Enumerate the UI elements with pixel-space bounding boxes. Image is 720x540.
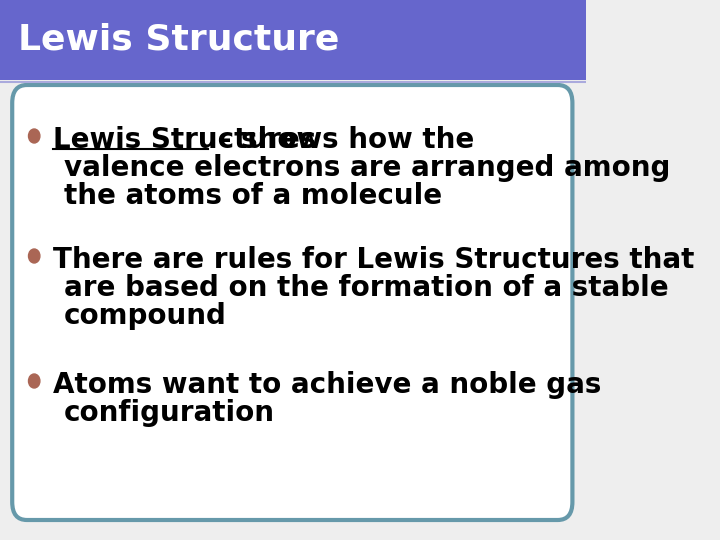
Circle shape	[29, 249, 40, 263]
FancyBboxPatch shape	[12, 85, 572, 520]
Text: – shows how the: – shows how the	[208, 126, 474, 154]
Text: compound: compound	[63, 302, 226, 330]
Text: the atoms of a molecule: the atoms of a molecule	[63, 182, 441, 210]
Text: There are rules for Lewis Structures that: There are rules for Lewis Structures tha…	[53, 246, 694, 274]
Text: Lewis Structures: Lewis Structures	[53, 126, 316, 154]
FancyBboxPatch shape	[0, 0, 586, 80]
Text: configuration: configuration	[63, 399, 274, 427]
Text: Lewis Structure: Lewis Structure	[18, 23, 339, 57]
Circle shape	[29, 374, 40, 388]
Circle shape	[29, 129, 40, 143]
Text: are based on the formation of a stable: are based on the formation of a stable	[63, 274, 668, 302]
Text: Atoms want to achieve a noble gas: Atoms want to achieve a noble gas	[53, 371, 601, 399]
Text: valence electrons are arranged among: valence electrons are arranged among	[63, 154, 670, 182]
